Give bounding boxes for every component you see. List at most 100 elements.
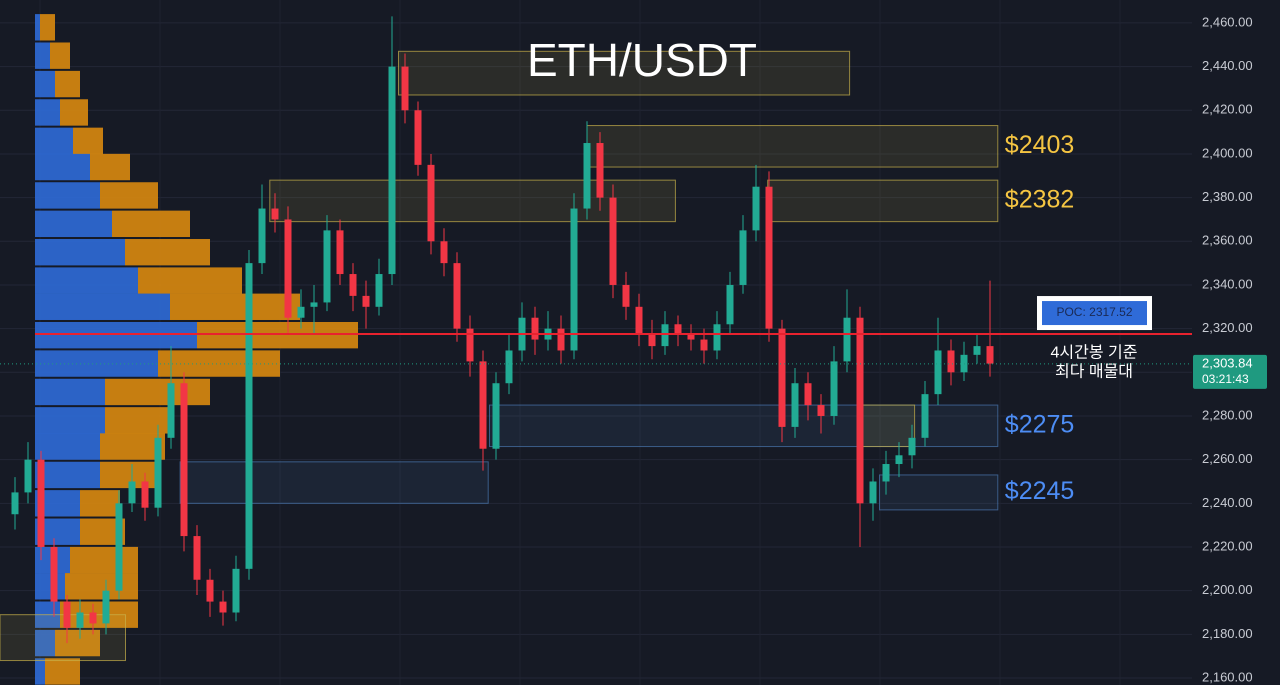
y-tick-label: 2,400.00	[1202, 145, 1253, 160]
zone-label: $2382	[1005, 186, 1075, 214]
profile-buy	[35, 629, 55, 657]
candle-body	[596, 143, 604, 198]
profile-sell	[73, 127, 103, 155]
profile-buy	[35, 267, 138, 294]
candle-body	[323, 230, 331, 303]
candle-body	[791, 383, 799, 427]
profile-sell	[112, 210, 190, 238]
candle-body	[362, 295, 370, 307]
profile-sell	[40, 14, 55, 41]
candle-body	[89, 612, 97, 624]
candle-body	[453, 263, 461, 329]
zones	[0, 50, 999, 662]
zone	[398, 50, 851, 96]
candle-body	[739, 230, 747, 285]
candle-body	[661, 324, 669, 347]
zone	[269, 179, 676, 223]
candle-body	[206, 579, 214, 602]
profile-buy	[35, 658, 45, 685]
poc-box	[1042, 301, 1147, 326]
candle-body	[492, 383, 500, 449]
profile-buy	[35, 210, 112, 238]
profile-buy	[35, 433, 100, 460]
countdown: 03:21:43	[1202, 372, 1249, 386]
candle-body	[934, 350, 942, 395]
candle-body	[687, 333, 695, 340]
profile-sell	[197, 321, 358, 349]
candle-body	[674, 324, 682, 334]
zone	[767, 179, 999, 223]
poc-label: POC: 2317.52	[1056, 305, 1132, 319]
profile-sell	[170, 293, 300, 320]
candle-body	[505, 350, 513, 384]
profile-buy	[35, 321, 197, 349]
candle-body	[882, 464, 890, 482]
y-tick-label: 2,280.00	[1202, 407, 1253, 422]
candle-body	[11, 492, 19, 515]
profile-sell	[80, 490, 120, 517]
last-price-label: 2,303.84	[1202, 355, 1253, 370]
profile-sell	[50, 42, 70, 69]
candle-body	[24, 459, 32, 493]
profile-buy	[35, 573, 65, 600]
candle-body	[414, 110, 422, 165]
zone-label: $2245	[1005, 477, 1075, 505]
candle-body	[180, 383, 188, 537]
y-tick-label: 2,380.00	[1202, 189, 1253, 204]
zone-label: $2275	[1005, 410, 1075, 438]
profile-buy	[35, 14, 40, 41]
candle-body	[752, 186, 760, 231]
candle-body	[726, 284, 734, 325]
y-tick-label: 2,360.00	[1202, 233, 1253, 248]
profile-buy	[35, 182, 100, 209]
candle-body	[258, 208, 266, 264]
candle-body	[245, 263, 253, 569]
profile-sell	[158, 350, 280, 377]
candle-body	[401, 66, 409, 111]
candle-body	[804, 383, 812, 406]
poc-note: 최다 매물대	[1055, 362, 1133, 380]
profile-sell	[125, 239, 210, 266]
zone	[879, 474, 999, 511]
profile-sell	[90, 153, 130, 181]
candle-body	[869, 481, 877, 504]
profile-sell	[70, 546, 138, 574]
candle-body	[557, 328, 565, 351]
poc-note: 4시간봉 기준	[1051, 343, 1138, 361]
candle-body	[102, 590, 110, 624]
candle-body	[128, 481, 136, 504]
candle-body	[232, 568, 240, 613]
profile-buy	[35, 239, 125, 266]
candle-body	[141, 481, 149, 508]
candle-body	[219, 601, 227, 613]
candle-body	[622, 284, 630, 307]
profile-buy	[35, 293, 170, 320]
profile-buy	[35, 127, 73, 155]
candle-body	[531, 317, 539, 340]
candle-body	[50, 546, 58, 602]
profile-sell	[55, 70, 80, 98]
candle-body	[271, 208, 279, 220]
profile-sell	[45, 658, 80, 685]
profile-buy	[35, 461, 100, 489]
candle-body	[440, 241, 448, 264]
zone	[862, 404, 916, 448]
last-price-tag	[1193, 354, 1267, 389]
candle-body	[635, 306, 643, 334]
candle-body	[765, 186, 773, 329]
candle-body	[830, 361, 838, 416]
candle-body	[895, 455, 903, 465]
zone-label: $2403	[1005, 131, 1075, 159]
candle-body	[154, 437, 162, 508]
y-tick-label: 2,160.00	[1202, 669, 1253, 684]
profile-sell	[65, 573, 138, 600]
candle-body	[167, 383, 175, 438]
profile-sell	[105, 378, 210, 406]
candle-body	[297, 306, 305, 318]
candle-body	[115, 503, 123, 591]
candle-body	[284, 219, 292, 318]
profile-buy	[35, 407, 105, 434]
y-tick-label: 2,320.00	[1202, 320, 1253, 335]
candle-body	[349, 274, 357, 296]
